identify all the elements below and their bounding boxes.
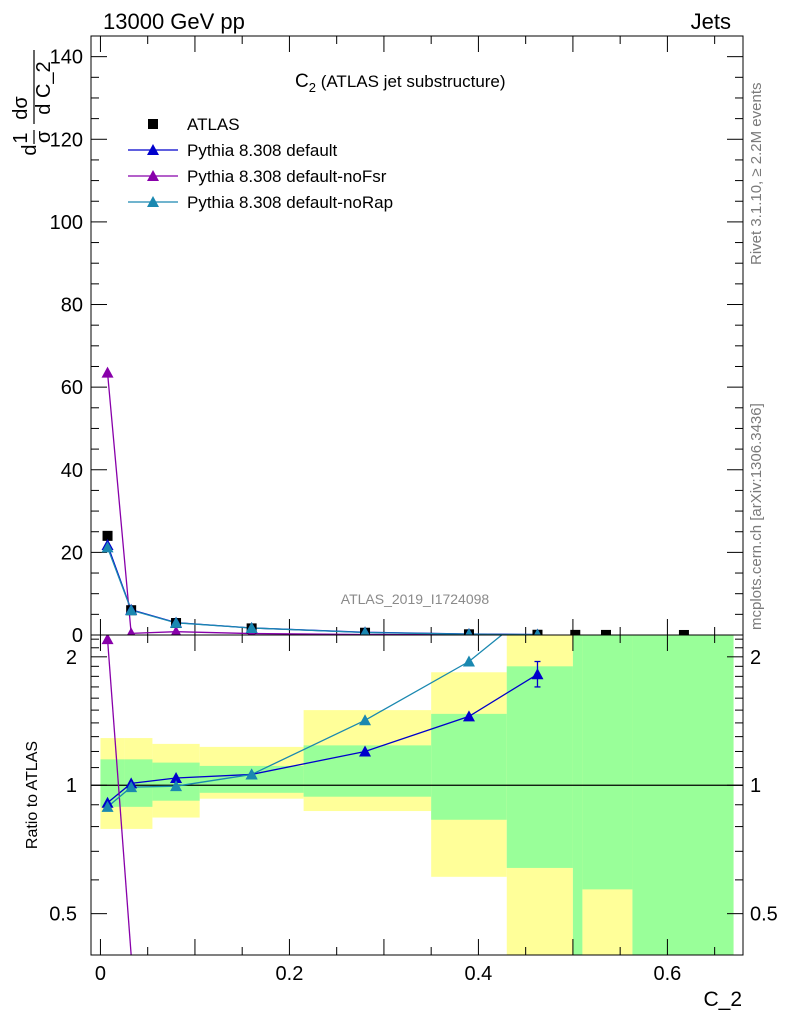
legend-marker xyxy=(147,196,159,207)
mcplots-label: mcplots.cern.ch [arXiv:1306.3436] xyxy=(748,403,765,630)
atlas-data-point xyxy=(600,629,611,635)
main-y-tick-label: 100 xyxy=(50,212,83,234)
legend-entry-label: ATLAS xyxy=(187,115,240,134)
main-y-tick-label: 140 xyxy=(50,47,83,69)
mc-data-point xyxy=(360,626,370,635)
x-axis-label: C_2 xyxy=(703,988,742,1011)
atlas-data-point xyxy=(678,629,689,635)
ratio-data-point xyxy=(170,771,183,783)
ratio-data-point xyxy=(101,800,114,812)
ratio-uncertainty-bands xyxy=(100,635,734,955)
mc-data-point xyxy=(101,541,114,553)
ratio-data-point xyxy=(170,780,183,792)
legend-marker-atlas xyxy=(148,119,158,129)
ratio-data-point xyxy=(125,781,138,793)
main-y-tick-label: 20 xyxy=(61,542,83,564)
x-tick-label: 0.2 xyxy=(276,963,304,985)
ratio-y-tick-label-left: 0.5 xyxy=(49,904,77,926)
ratio-data-point xyxy=(359,714,372,726)
ratio-y-axis-label: Ratio to ATLAS xyxy=(24,741,41,849)
mc-data-point xyxy=(245,621,258,633)
energy-label: 13000 GeV pp xyxy=(103,9,245,34)
analysis-label: ATLAS_2019_I1724098 xyxy=(341,591,490,607)
mc-data-point xyxy=(126,627,136,635)
ratio-plot-frame xyxy=(90,634,744,956)
ratio-data-point xyxy=(462,710,475,722)
mc-data-point xyxy=(170,616,183,628)
legend-marker xyxy=(147,170,159,181)
rivet-label: Rivet 3.1.10, ≥ 2.2M events xyxy=(748,83,765,266)
mc-data-point xyxy=(534,628,541,635)
main-y-tick-label: 120 xyxy=(50,129,83,151)
legend-entry-label: Pythia 8.308 default-noRap xyxy=(187,193,393,212)
x-tick-label: 0.6 xyxy=(653,963,681,985)
ratio-data-point xyxy=(531,668,544,680)
ratio-y-tick-label-right: 1 xyxy=(750,775,761,797)
green-uncertainty-band xyxy=(431,713,507,820)
main-axes: 0 20 40 60 80 100 120 140 xyxy=(50,35,743,647)
legend: ATLAS Pythia 8.308 default Pythia 8.308 de… xyxy=(128,115,393,212)
green-uncertainty-band xyxy=(582,635,633,890)
plot-title-rest: (ATLAS jet substructure) xyxy=(316,72,506,91)
mc-data-point xyxy=(170,625,182,635)
ratio-data-point xyxy=(101,635,114,645)
main-plot-panel: 0 20 40 60 80 100 120 140 C2 (ATLAS jet substru… xyxy=(10,35,744,647)
ylabel-dc2: d C_2 xyxy=(33,61,55,114)
ratio-data-layer xyxy=(101,635,544,955)
ratio-axes: 0.5 0.5 1 1 2 2 0 0.2 0.4 0.6 xyxy=(49,635,778,985)
ratio-y-tick-label-right: 2 xyxy=(750,647,761,669)
main-y-tick-label: 40 xyxy=(61,460,83,482)
ylabel-d1: d xyxy=(19,144,41,155)
atlas-data-point xyxy=(102,530,113,541)
x-tick-label: 0.4 xyxy=(465,963,493,985)
ratio-y-tick-label-right: 0.5 xyxy=(750,904,778,926)
main-y-tick-label: 60 xyxy=(61,377,83,399)
ratio-y-tick-label-left: 2 xyxy=(66,647,77,669)
ratio-plot-panel: 0.5 0.5 1 1 2 2 0 0.2 0.4 0.6 Ratio to ATLAS C_2 xyxy=(24,634,778,1011)
main-y-tick-label: 80 xyxy=(61,295,83,317)
ylabel-one: 1 xyxy=(10,132,32,143)
legend-marker xyxy=(147,144,159,155)
ratio-data-point xyxy=(245,768,258,780)
mc-data-point xyxy=(465,628,473,635)
x-tick-label: 0 xyxy=(95,963,106,985)
mc-data-point xyxy=(125,604,138,616)
ylabel-dsigma: dσ xyxy=(10,96,32,120)
main-y-axis-label: d 1 σ dσ d C_2 xyxy=(10,50,55,156)
legend-entry-label: Pythia 8.308 default-noFsr xyxy=(187,167,387,186)
ratio-y-tick-label-left: 1 xyxy=(66,775,77,797)
plot-title: C2 (ATLAS jet substructure) xyxy=(295,71,506,95)
plot-title-main: C xyxy=(295,71,309,92)
ylabel-sigma: σ xyxy=(33,130,55,143)
main-y-tick-label: 0 xyxy=(72,625,83,647)
atlas-data-point xyxy=(570,629,581,635)
green-uncertainty-band xyxy=(632,635,734,955)
process-label: Jets xyxy=(691,9,731,34)
green-uncertainty-band xyxy=(506,666,573,868)
green-uncertainty-band xyxy=(100,759,125,807)
plot-title-sub: 2 xyxy=(309,80,316,95)
green-uncertainty-band xyxy=(572,635,583,955)
main-data-layer xyxy=(101,366,689,635)
ratio-data-point xyxy=(359,745,372,757)
ratio-data-point xyxy=(462,655,475,667)
mc-data-point xyxy=(101,366,114,378)
legend-entry-label: Pythia 8.308 default xyxy=(187,141,338,160)
